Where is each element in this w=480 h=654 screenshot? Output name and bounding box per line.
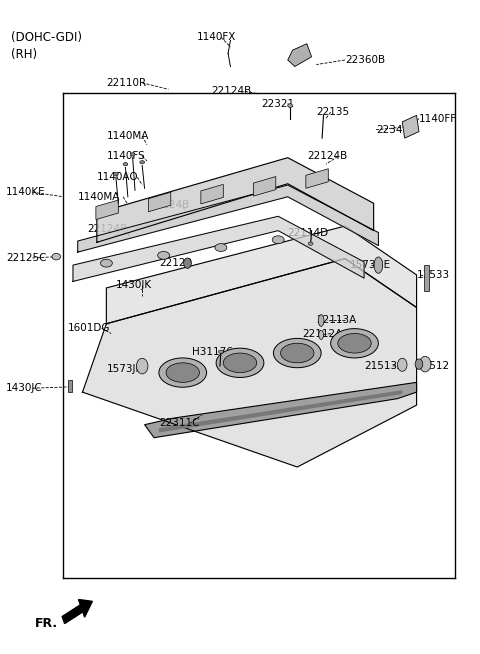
Text: 1140FS: 1140FS (107, 151, 145, 162)
Bar (68, 381, 72, 392)
Text: 22113A: 22113A (316, 315, 357, 326)
Polygon shape (159, 390, 402, 432)
Ellipse shape (374, 257, 383, 273)
Ellipse shape (159, 358, 206, 387)
Bar (424, 265, 430, 291)
Text: 1573GE: 1573GE (350, 260, 391, 270)
Text: 1140KE: 1140KE (6, 187, 46, 198)
Polygon shape (78, 185, 378, 252)
Polygon shape (97, 158, 373, 243)
Circle shape (415, 359, 423, 370)
Polygon shape (96, 200, 118, 220)
Text: 21513A: 21513A (364, 361, 404, 371)
Text: 1140FF: 1140FF (419, 114, 457, 124)
Polygon shape (144, 383, 417, 438)
Text: 11533: 11533 (417, 270, 450, 280)
Ellipse shape (123, 163, 128, 166)
Ellipse shape (318, 315, 324, 326)
Text: 1140MA: 1140MA (78, 192, 120, 201)
Text: 1140AO: 1140AO (97, 172, 138, 182)
Polygon shape (201, 184, 223, 204)
Polygon shape (253, 177, 276, 196)
Text: 22110R: 22110R (107, 78, 146, 88)
Ellipse shape (100, 259, 112, 267)
Ellipse shape (52, 253, 60, 260)
Text: 22114D: 22114D (288, 228, 329, 238)
FancyArrow shape (62, 600, 92, 623)
Text: 1601DG: 1601DG (68, 323, 111, 334)
Ellipse shape (215, 244, 227, 251)
Polygon shape (83, 258, 417, 467)
Text: 22341B: 22341B (376, 125, 416, 135)
Text: 22311C: 22311C (159, 419, 199, 428)
Text: H31176: H31176 (192, 347, 233, 356)
Ellipse shape (274, 338, 321, 368)
Ellipse shape (166, 363, 199, 383)
Ellipse shape (281, 343, 314, 363)
Polygon shape (402, 115, 419, 138)
Text: FR.: FR. (35, 617, 58, 630)
Polygon shape (73, 216, 364, 281)
Text: 22129: 22129 (159, 258, 192, 268)
Ellipse shape (130, 153, 135, 156)
Text: 22360B: 22360B (345, 55, 385, 65)
Ellipse shape (308, 242, 313, 245)
Text: 22124B: 22124B (87, 224, 128, 234)
Ellipse shape (331, 328, 378, 358)
Ellipse shape (114, 173, 118, 175)
Text: 1140MA: 1140MA (107, 131, 149, 141)
Ellipse shape (338, 334, 371, 353)
Text: 1430JK: 1430JK (116, 280, 152, 290)
Ellipse shape (319, 330, 324, 339)
Polygon shape (148, 192, 171, 212)
Circle shape (397, 358, 407, 371)
Text: 22135: 22135 (316, 107, 349, 117)
Ellipse shape (272, 236, 284, 244)
Text: 22112A: 22112A (302, 328, 342, 339)
Text: 22124B: 22124B (307, 151, 347, 162)
Ellipse shape (157, 251, 169, 259)
Ellipse shape (140, 161, 144, 164)
Text: 22124B: 22124B (149, 199, 190, 209)
Polygon shape (288, 44, 312, 67)
Ellipse shape (288, 103, 292, 107)
Circle shape (184, 258, 192, 268)
Text: 22125C: 22125C (6, 253, 47, 263)
Text: 22321: 22321 (262, 99, 295, 109)
Text: (DOHC-GDI)
(RH): (DOHC-GDI) (RH) (11, 31, 82, 61)
Polygon shape (107, 226, 417, 324)
Circle shape (136, 358, 148, 374)
Text: 1573JM: 1573JM (107, 364, 145, 374)
Ellipse shape (218, 350, 223, 353)
Ellipse shape (223, 353, 257, 373)
Circle shape (420, 356, 431, 372)
Text: 21512: 21512 (417, 361, 450, 371)
Polygon shape (306, 169, 328, 188)
Text: 1430JC: 1430JC (6, 383, 43, 393)
Text: 1140FX: 1140FX (197, 32, 237, 43)
Ellipse shape (216, 348, 264, 377)
Text: 22124B: 22124B (211, 86, 252, 96)
